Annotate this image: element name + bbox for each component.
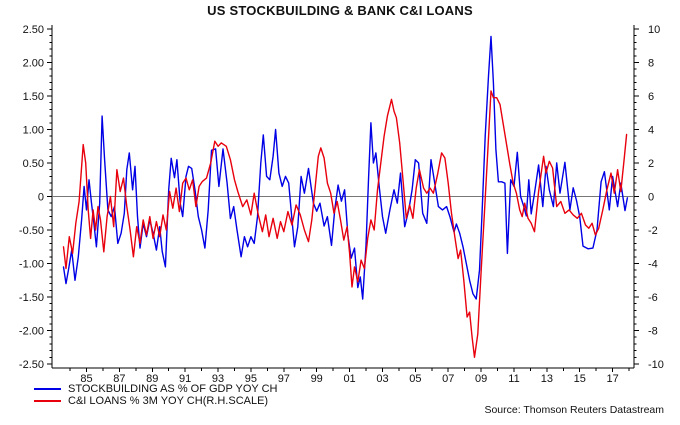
y-axis-right-label: 8	[648, 58, 654, 70]
y-axis-right-label: 2	[648, 158, 654, 170]
y-axis-right-label: 4	[648, 125, 654, 137]
x-axis-label: 01	[343, 373, 355, 385]
ci-loans-line	[62, 90, 628, 358]
y-axis-left-label: -1.50	[19, 292, 44, 304]
x-axis-label: 85	[80, 373, 92, 385]
y-axis-left-label: -2.50	[19, 359, 44, 371]
x-axis-label: 09	[475, 373, 487, 385]
x-axis-label: 95	[245, 373, 257, 385]
legend-item-ci-loans: C&I LOANS % 3M YOY CH(R.H.SCALE)	[34, 395, 277, 407]
x-axis-label: 07	[442, 373, 454, 385]
y-axis-left-label: 0.50	[23, 158, 44, 170]
y-axis-left-label: 2.00	[23, 58, 44, 70]
x-axis-label: 91	[179, 373, 191, 385]
legend-label-stockbuilding: STOCKBUILDING AS % OF GDP YOY CH	[68, 383, 278, 395]
x-axis-label: 17	[607, 373, 619, 385]
y-axis-right-label: 10	[648, 24, 660, 36]
y-axis-left-label: 2.50	[23, 24, 44, 36]
y-axis-left-label: -1.00	[19, 259, 44, 271]
x-axis-label: 11	[508, 373, 519, 385]
x-axis-label: 03	[376, 373, 388, 385]
y-axis-right-label: -2	[648, 225, 658, 237]
y-axis-right-label: -10	[648, 359, 664, 371]
x-axis-label: 87	[113, 373, 125, 385]
legend-item-stockbuilding: STOCKBUILDING AS % OF GDP YOY CH	[34, 383, 277, 395]
y-axis-left-label: -2.00	[19, 326, 44, 338]
x-axis-label: 05	[409, 373, 421, 385]
x-axis-label: 89	[146, 373, 158, 385]
y-axis-left-label: 1.50	[23, 91, 44, 103]
y-axis-right-label: 6	[648, 91, 654, 103]
x-axis-label: 99	[311, 373, 323, 385]
axis-tick-labels: 2.50 2.00 1.50 1.00 0.50 0 -0.50 -1.00 -1.50 -2.0…	[19, 24, 664, 385]
legend-line-swatch-red	[34, 400, 61, 402]
chart-title: US STOCKBUILDING & BANK C&I LOANS	[207, 3, 473, 18]
y-axis-right-label: -4	[648, 259, 658, 271]
y-axis-left-label: 1.00	[23, 125, 44, 137]
axes	[47, 25, 639, 372]
y-axis-right-label: -8	[648, 326, 658, 338]
legend-line-swatch-blue	[34, 388, 61, 390]
x-axis-label: 97	[278, 373, 290, 385]
y-axis-right-label: 0	[648, 192, 654, 204]
x-axis-label: 15	[574, 373, 586, 385]
legend-label-ci-loans: C&I LOANS % 3M YOY CH(R.H.SCALE)	[68, 395, 269, 407]
x-axis-label: 13	[541, 373, 553, 385]
y-axis-right-label: -6	[648, 292, 658, 304]
y-axis-left-label: -0.50	[19, 225, 44, 237]
stockbuilding-line	[62, 35, 629, 300]
y-axis-left-label: 0	[38, 192, 44, 204]
x-axis-label: 93	[212, 373, 224, 385]
source-note: Source: Thomson Reuters Datastream	[484, 404, 664, 416]
chart-legend: STOCKBUILDING AS % OF GDP YOY CH C&I LOA…	[34, 383, 277, 407]
